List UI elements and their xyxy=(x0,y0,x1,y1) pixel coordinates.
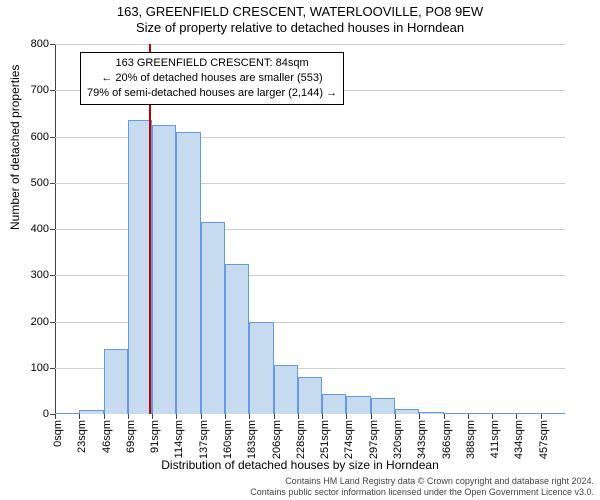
histogram-bar xyxy=(371,398,395,414)
x-tick-label: 388sqm xyxy=(465,420,477,459)
x-tick-mark xyxy=(152,414,153,419)
x-tick-label: 183sqm xyxy=(246,420,258,459)
y-tick-label: 800 xyxy=(31,38,49,50)
y-tick-label: 400 xyxy=(31,223,49,235)
x-tick-mark xyxy=(492,414,493,419)
histogram-bar xyxy=(201,222,225,414)
x-tick-mark xyxy=(516,414,517,419)
y-tick-mark xyxy=(50,275,55,276)
y-tick-mark xyxy=(50,44,55,45)
histogram-bar xyxy=(55,413,79,414)
x-tick-label: 343sqm xyxy=(416,420,428,459)
x-tick-mark xyxy=(444,414,445,419)
histogram-bar xyxy=(468,413,492,414)
y-tick-mark xyxy=(50,322,55,323)
x-tick-label: 434sqm xyxy=(513,420,525,459)
x-tick-mark xyxy=(541,414,542,419)
info-line-2: ← 20% of detached houses are smaller (55… xyxy=(87,71,337,86)
y-tick-mark xyxy=(50,229,55,230)
x-tick-mark xyxy=(55,414,56,419)
y-tick-label: 200 xyxy=(31,316,49,328)
x-tick-mark xyxy=(176,414,177,419)
histogram-bar xyxy=(249,322,273,415)
footer-line-2: Contains public sector information licen… xyxy=(250,487,594,498)
histogram-bar xyxy=(274,365,298,414)
y-tick-mark xyxy=(50,183,55,184)
x-tick-mark xyxy=(371,414,372,419)
x-tick-mark xyxy=(419,414,420,419)
histogram-bar xyxy=(152,125,176,414)
footer-attribution: Contains HM Land Registry data © Crown c… xyxy=(250,476,594,498)
x-tick-label: 23sqm xyxy=(76,420,88,453)
x-tick-mark xyxy=(249,414,250,419)
y-tick-mark xyxy=(50,137,55,138)
histogram-bar xyxy=(419,412,443,414)
x-tick-label: 366sqm xyxy=(441,420,453,459)
histogram-bar xyxy=(541,413,565,414)
info-line-3: 79% of semi-detached houses are larger (… xyxy=(87,86,337,101)
y-tick-label: 700 xyxy=(31,84,49,96)
histogram-bar xyxy=(176,132,200,414)
histogram-bar xyxy=(516,413,540,414)
histogram-bar xyxy=(395,409,419,414)
title-line-2: Size of property relative to detached ho… xyxy=(0,20,600,35)
y-tick-label: 500 xyxy=(31,177,49,189)
y-tick-label: 100 xyxy=(31,362,49,374)
title-line-1: 163, GREENFIELD CRESCENT, WATERLOOVILLE,… xyxy=(0,4,600,19)
x-axis-label: Distribution of detached houses by size … xyxy=(0,458,600,472)
x-tick-label: 206sqm xyxy=(271,420,283,459)
x-tick-label: 228sqm xyxy=(295,420,307,459)
info-callout-box: 163 GREENFIELD CRESCENT: 84sqm ← 20% of … xyxy=(80,52,344,105)
x-tick-label: 411sqm xyxy=(489,420,501,458)
histogram-bar xyxy=(104,349,128,414)
x-tick-label: 137sqm xyxy=(198,420,210,459)
histogram-bar xyxy=(346,396,370,415)
x-tick-mark xyxy=(274,414,275,419)
histogram-bar xyxy=(298,377,322,414)
y-axis-label: Number of detached properties xyxy=(8,65,22,230)
x-tick-mark xyxy=(79,414,80,419)
grid-line xyxy=(55,44,565,45)
x-tick-label: 251sqm xyxy=(319,420,331,459)
y-tick-mark xyxy=(50,90,55,91)
histogram-bar xyxy=(225,264,249,414)
footer-line-1: Contains HM Land Registry data © Crown c… xyxy=(250,476,594,487)
x-tick-label: 457sqm xyxy=(538,420,550,459)
histogram-bar xyxy=(492,413,516,414)
x-tick-mark xyxy=(225,414,226,419)
y-tick-label: 600 xyxy=(31,131,49,143)
x-tick-mark xyxy=(346,414,347,419)
x-tick-mark xyxy=(322,414,323,419)
x-tick-label: 274sqm xyxy=(343,420,355,459)
histogram-bar xyxy=(322,394,346,414)
histogram-bar xyxy=(444,413,468,414)
x-tick-label: 297sqm xyxy=(368,420,380,459)
x-tick-label: 91sqm xyxy=(149,420,161,453)
x-tick-mark xyxy=(104,414,105,419)
x-tick-mark xyxy=(468,414,469,419)
x-tick-label: 69sqm xyxy=(125,420,137,453)
y-tick-label: 300 xyxy=(31,269,49,281)
y-tick-label: 0 xyxy=(43,408,49,420)
x-tick-label: 0sqm xyxy=(52,420,64,447)
x-tick-label: 114sqm xyxy=(173,420,185,458)
x-tick-mark xyxy=(128,414,129,419)
chart-title: 163, GREENFIELD CRESCENT, WATERLOOVILLE,… xyxy=(0,0,600,35)
x-tick-label: 320sqm xyxy=(392,420,404,459)
x-tick-mark xyxy=(395,414,396,419)
x-tick-mark xyxy=(298,414,299,419)
x-tick-label: 160sqm xyxy=(222,420,234,459)
y-tick-mark xyxy=(50,368,55,369)
x-tick-label: 46sqm xyxy=(101,420,113,453)
histogram-bar xyxy=(79,410,103,414)
info-line-1: 163 GREENFIELD CRESCENT: 84sqm xyxy=(87,56,337,71)
x-tick-mark xyxy=(201,414,202,419)
